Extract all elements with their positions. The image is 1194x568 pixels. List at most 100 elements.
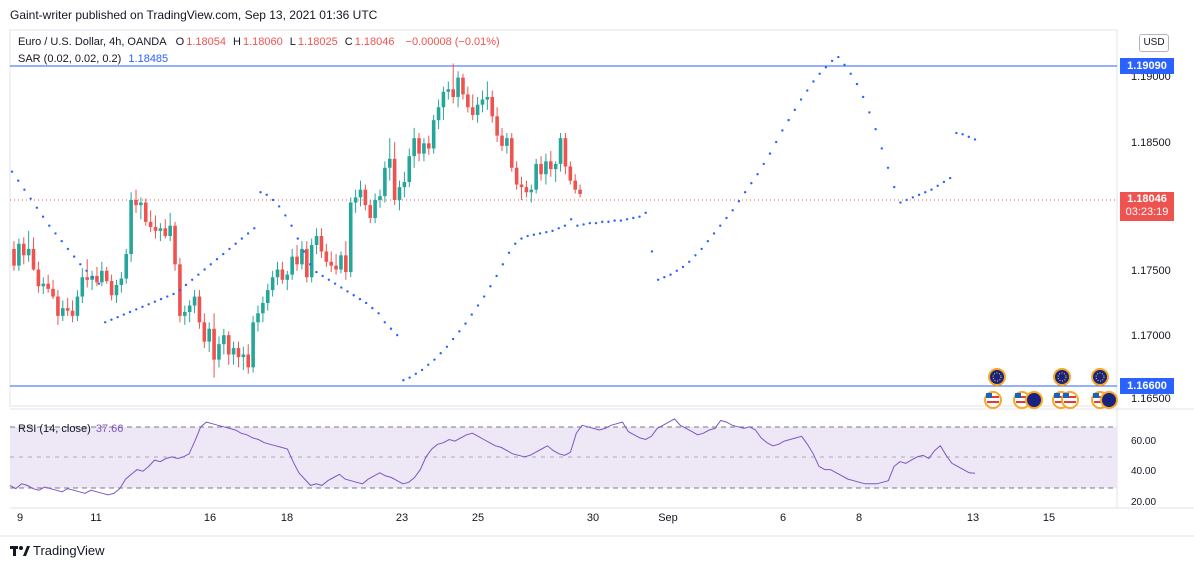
sar-dot [445, 345, 449, 348]
sar-dot [128, 310, 132, 314]
sar-dot [340, 286, 343, 289]
rsi-label[interactable]: RSI (14, close) [18, 423, 91, 435]
sar-dot [321, 274, 324, 278]
sar-dot [855, 82, 859, 86]
candle [256, 305, 260, 332]
eu-event-icon[interactable] [988, 368, 1006, 386]
sar-dot [309, 263, 312, 266]
footer-brand[interactable]: TradingView [10, 543, 105, 558]
eu-event-icon[interactable] [1025, 391, 1043, 409]
candle [549, 151, 553, 177]
sar-dot [545, 230, 548, 234]
candle [544, 153, 548, 185]
x-tick: 18 [280, 512, 294, 524]
sar-dot [427, 363, 430, 366]
sar-dot [240, 237, 244, 240]
sar-dot [830, 59, 834, 63]
sar-legend: SAR (0.02, 0.02, 0.2) 1.18485 [18, 53, 168, 65]
candle [466, 86, 470, 113]
candle [392, 142, 397, 206]
sar-dot [166, 295, 169, 298]
sar-dot [712, 232, 716, 235]
sar-dot [489, 285, 492, 288]
rsi-tick: 20.00 [1131, 497, 1157, 508]
sar-dot [178, 288, 181, 292]
y-tick: 1.16500 [1131, 393, 1171, 405]
x-tick: 9 [16, 512, 24, 524]
candle [163, 219, 168, 239]
eu-event-icon[interactable] [1091, 368, 1109, 386]
candle [75, 290, 80, 322]
sar-dot [147, 303, 150, 306]
candle [422, 138, 426, 162]
sar-dot [190, 278, 194, 282]
candle [461, 73, 465, 100]
candle [329, 251, 333, 273]
sar-dot [60, 239, 63, 243]
candle [207, 322, 211, 352]
candle [261, 296, 265, 323]
close-label: C [344, 36, 353, 48]
currency-button[interactable]: USD [1139, 34, 1169, 52]
sar-dot [930, 188, 933, 191]
sar-dot [222, 252, 225, 256]
sar-dot [613, 219, 616, 222]
x-tick: 30 [586, 512, 600, 524]
x-tick: 11 [90, 512, 102, 524]
sar-dot [234, 242, 237, 245]
eu-event-icon[interactable] [1100, 391, 1118, 409]
sar-dot [905, 198, 908, 202]
candle [578, 184, 582, 198]
sar-dot [719, 224, 722, 227]
symbol-name[interactable]: Euro / U.S. Dollar, 4h, OANDA [18, 36, 167, 48]
sar-dot [315, 270, 318, 274]
sar-dot [414, 372, 418, 376]
candle [21, 237, 26, 265]
sar-dot [91, 276, 94, 279]
sar-dot [967, 135, 970, 139]
candle [348, 197, 353, 278]
sar-dot [79, 263, 82, 266]
sar-dot [296, 237, 299, 240]
sar-dot [973, 138, 977, 141]
candle [334, 254, 338, 275]
candle [441, 86, 446, 121]
sar-dot [35, 206, 39, 209]
sar-label[interactable]: SAR (0.02, 0.02, 0.2) [18, 53, 122, 65]
candle [407, 148, 412, 188]
sar-dot [209, 263, 213, 266]
sar-dot [48, 224, 51, 227]
candle [344, 241, 348, 280]
us-event-icon[interactable] [1061, 391, 1079, 409]
candle [280, 261, 285, 284]
sar-dot [955, 131, 958, 135]
candle [212, 313, 216, 378]
x-tick: 15 [1042, 512, 1056, 524]
sar-dot [383, 321, 386, 324]
sar-dot [818, 72, 821, 75]
candle [387, 138, 392, 181]
sar-dot [843, 63, 846, 66]
candle [524, 180, 529, 198]
eu-event-icon[interactable] [1053, 368, 1071, 386]
sar-dot [806, 89, 809, 92]
sar-dot [750, 182, 753, 185]
sar-dot [17, 179, 20, 182]
candle [378, 189, 382, 208]
sar-dot [458, 330, 461, 333]
sar-dot [358, 297, 362, 301]
sar-dot [756, 173, 759, 176]
us-event-icon[interactable] [984, 391, 1002, 409]
sar-dot [632, 216, 635, 220]
sar-dot [377, 312, 380, 315]
sar-dot [557, 227, 560, 230]
candle [309, 238, 314, 283]
publication-attribution: Gaint-writer published on TradingView.co… [10, 8, 378, 22]
candle [85, 259, 89, 288]
sar-dot [899, 201, 902, 204]
candle [129, 192, 133, 262]
sar-dot [725, 216, 728, 220]
candle [568, 161, 573, 185]
sar-dot [302, 250, 306, 253]
